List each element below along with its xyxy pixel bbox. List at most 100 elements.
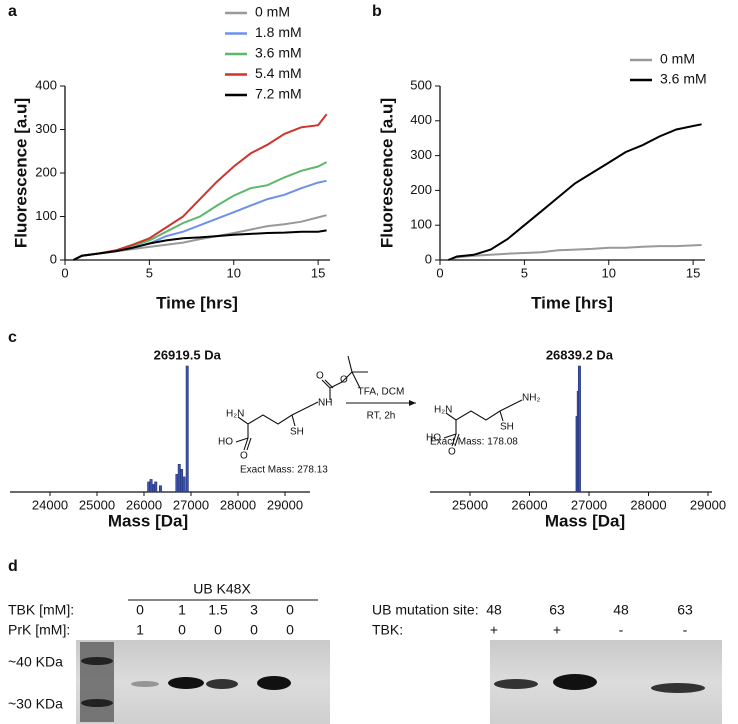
legend-label: 0 mM	[255, 4, 290, 20]
x-tick-label: 25000	[452, 497, 488, 512]
lane-value: 0	[178, 622, 186, 638]
band	[553, 674, 597, 690]
x-axis-title: Mass [Da]	[108, 511, 188, 530]
lane-value: 1	[136, 622, 144, 638]
band	[494, 679, 538, 689]
ladder-band	[81, 657, 113, 665]
atom-label: HO	[426, 433, 441, 444]
y-tick-label: 0	[425, 251, 432, 266]
atom-label: O	[448, 447, 456, 458]
peak	[154, 481, 158, 493]
x-tick-label: 10	[227, 265, 241, 280]
peak	[151, 484, 155, 493]
lane-value: 0	[286, 622, 294, 638]
peak	[149, 479, 153, 493]
band	[651, 683, 705, 693]
atom-label: NH	[318, 398, 332, 409]
lane-value: 48	[613, 602, 629, 618]
row-label: PrK [mM]:	[8, 622, 70, 638]
y-axis-title: Fluorescence [a.u]	[377, 98, 396, 248]
ladder	[80, 642, 114, 722]
x-tick-label: 29000	[267, 497, 303, 512]
lane-value: 0	[286, 602, 294, 618]
atom-label: H₂N	[434, 405, 452, 416]
panel-label: b	[372, 3, 382, 20]
peak	[175, 474, 179, 493]
band	[206, 679, 238, 689]
panel-label: a	[8, 3, 17, 20]
exact-mass: Exact Mass: 178.08	[430, 437, 518, 448]
condition: TFA, DCM	[358, 387, 405, 398]
row-label: UB mutation site:	[372, 602, 479, 618]
atom-label: H₂N	[226, 409, 244, 420]
condition: RT, 2h	[367, 411, 396, 422]
legend-label: 3.6 mM	[255, 45, 302, 61]
lane-value: 0	[250, 622, 258, 638]
bonds	[235, 355, 368, 451]
x-tick-label: 28000	[220, 497, 256, 512]
marker-label: ~30 KDa	[8, 696, 63, 712]
y-tick-label: 500	[410, 77, 432, 92]
y-tick-label: 100	[35, 208, 57, 223]
y-tick-label: 400	[35, 77, 57, 92]
panel-label: d	[8, 558, 18, 575]
x-tick-label: 27000	[173, 497, 209, 512]
bonds	[443, 399, 523, 447]
band	[131, 681, 159, 687]
row-label: TBK:	[372, 622, 403, 638]
atom-label: O	[316, 371, 324, 382]
x-tick-label: 29000	[690, 497, 726, 512]
band	[168, 677, 204, 689]
y-tick-label: 0	[50, 251, 57, 266]
panel-label: c	[8, 329, 17, 346]
reactant-structure: H₂N HO O SH NH O O Exact Mass: 278.13	[218, 355, 368, 476]
lane-value: 0	[136, 602, 144, 618]
lane-value: +	[490, 622, 498, 638]
x-tick-label: 28000	[630, 497, 666, 512]
peak	[147, 481, 151, 493]
lane-value: +	[553, 622, 561, 638]
ladder-band	[81, 699, 113, 707]
peak	[182, 476, 186, 493]
product-structure: H₂N HO O SH NH₂ Exact Mass: 178.08 Exact…	[426, 393, 540, 458]
peak-annotation: 26919.5 Da	[154, 347, 222, 362]
y-tick-label: 200	[410, 182, 432, 197]
lane-value: 48	[486, 602, 502, 618]
series-line	[72, 229, 327, 261]
y-tick-label: 300	[410, 147, 432, 162]
x-axis-title: Time [hrs]	[531, 293, 613, 312]
arrow-head	[409, 400, 416, 406]
blot-title: UB K48X	[193, 581, 251, 597]
x-tick-label: 15	[686, 265, 700, 280]
legend-label: 3.6 mM	[660, 71, 707, 87]
series-line	[448, 244, 702, 261]
atom-label: SH	[500, 422, 514, 433]
lane-value: 63	[549, 602, 565, 618]
legend-label: 0 mM	[660, 51, 695, 67]
x-tick-label: 26000	[511, 497, 547, 512]
y-tick-label: 200	[35, 164, 57, 179]
peak	[577, 365, 581, 493]
x-tick-label: 10	[602, 265, 616, 280]
atom-label: O	[340, 375, 348, 386]
peak	[159, 485, 162, 493]
lane-value: 63	[677, 602, 693, 618]
x-axis-title: Mass [Da]	[545, 511, 625, 530]
peak	[177, 464, 181, 493]
atom-label: NH₂	[522, 393, 540, 404]
legend-label: 1.8 mM	[255, 24, 302, 40]
x-tick-label: 0	[436, 265, 443, 280]
atom-label: HO	[218, 437, 233, 448]
lane-value: 1.5	[208, 602, 228, 618]
band	[257, 676, 291, 690]
x-tick-label: 26000	[126, 497, 162, 512]
y-tick-label: 400	[410, 112, 432, 127]
series-line	[448, 123, 702, 261]
atom-label: O	[240, 451, 248, 462]
peak	[185, 365, 189, 493]
x-tick-label: 25000	[79, 497, 115, 512]
x-tick-label: 5	[146, 265, 153, 280]
